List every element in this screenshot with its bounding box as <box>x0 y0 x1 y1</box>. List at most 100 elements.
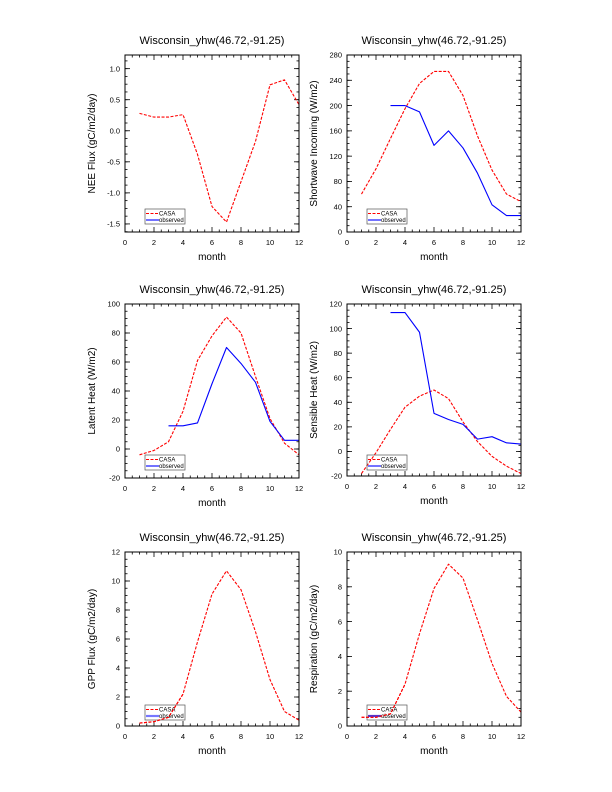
legend-box <box>366 208 408 225</box>
x-tick-label: 0 <box>345 732 349 741</box>
plot-frame <box>346 303 522 477</box>
x-tick-label: 2 <box>152 732 156 741</box>
y-tick-label: 8 <box>338 583 342 592</box>
plot-frame <box>346 551 522 727</box>
legend-label: observed <box>159 218 184 224</box>
y-tick-label: -20 <box>109 474 120 483</box>
y-tick-label: 12 <box>112 548 120 557</box>
y-tick-label: 2 <box>338 687 342 696</box>
x-tick-label: 6 <box>432 732 436 741</box>
y-tick-label: 0 <box>338 228 342 237</box>
y-tick-label: 40 <box>334 398 342 407</box>
y-tick-label: 8 <box>116 606 120 615</box>
x-tick-label: 2 <box>374 238 378 247</box>
y-tick-label: 60 <box>334 373 342 382</box>
y-tick-label: 6 <box>338 617 342 626</box>
x-tick-label: 2 <box>374 732 378 741</box>
legend-box <box>144 704 186 721</box>
x-tick-label: 8 <box>239 484 243 493</box>
y-tick-label: 6 <box>116 635 120 644</box>
x-tick-label: 2 <box>152 238 156 247</box>
x-tick-label: 2 <box>152 484 156 493</box>
x-axis-label: month <box>198 252 226 263</box>
y-tick-label: 0.5 <box>110 95 120 104</box>
chart-title: Wisconsin_yhw(46.72,-91.25) <box>362 532 507 544</box>
chart-title: Wisconsin_yhw(46.72,-91.25) <box>140 532 285 544</box>
x-tick-label: 8 <box>239 238 243 247</box>
data-layer <box>361 70 521 217</box>
plot-frame <box>346 54 522 233</box>
y-tick-label: 10 <box>334 548 342 557</box>
x-axis-label: month <box>420 496 448 507</box>
x-tick-label: 6 <box>210 484 214 493</box>
panel-3: Wisconsin_yhw(46.72,-91.25)-200204060801… <box>87 284 303 509</box>
panel-5: Wisconsin_yhw(46.72,-91.25) 0 2 4 6 8 10 12 0 2 4 6… <box>87 532 303 757</box>
series-line-casa <box>361 389 521 475</box>
y-tick-label: 0 <box>338 447 342 456</box>
x-tick-label: 6 <box>432 238 436 247</box>
series-line-casa <box>139 79 299 223</box>
y-tick-label: 40 <box>334 202 342 211</box>
y-tick-label: 280 <box>329 51 342 60</box>
legend-box <box>366 704 408 721</box>
chart-title: Wisconsin_yhw(46.72,-91.25) <box>362 35 507 47</box>
x-axis-label: month <box>198 498 226 509</box>
y-axis-label: GPP Flux (gC/m2/day) <box>87 589 98 689</box>
legend-box <box>144 454 186 471</box>
legend-label: CASA <box>159 458 175 464</box>
x-tick-label: 0 <box>345 238 349 247</box>
y-axis-label: Sensible Heat (W/m2) <box>309 341 320 439</box>
y-tick-label: 60 <box>112 358 120 367</box>
legend-label: CASA <box>159 212 175 218</box>
legend-label: CASA <box>381 708 397 714</box>
y-tick-label: 0 <box>338 722 342 731</box>
data-layer <box>139 570 299 724</box>
y-tick-label: -0.5 <box>107 158 120 167</box>
x-tick-label: 4 <box>403 732 407 741</box>
x-tick-label: 0 <box>345 482 349 491</box>
y-axis-label: NEE Flux (gC/m2/day) <box>87 93 98 193</box>
y-tick-label: 0.0 <box>110 126 120 135</box>
y-tick-label: 80 <box>112 329 120 338</box>
x-tick-label: 10 <box>266 484 274 493</box>
x-tick-label: 10 <box>488 238 496 247</box>
panel-4: Wisconsin_yhw(46.72,-91.25)-200204060801… <box>309 284 525 507</box>
y-tick-label: 80 <box>334 177 342 186</box>
legend-label: observed <box>381 464 406 470</box>
x-tick-label: 4 <box>403 238 407 247</box>
panel-2: Wisconsin_yhw(46.72,-91.25)0408012016020… <box>309 35 525 263</box>
series-line-casa <box>139 570 299 724</box>
x-tick-label: 12 <box>295 732 303 741</box>
series-line-casa <box>361 70 521 203</box>
y-tick-label: 40 <box>112 387 120 396</box>
y-tick-label: 4 <box>116 664 120 673</box>
panel-6: Wisconsin_yhw(46.72,-91.25) 0 2 4 6 8 10 0 2 4 6 8 1… <box>309 532 525 757</box>
x-tick-label: 4 <box>181 484 185 493</box>
x-tick-label: 12 <box>295 484 303 493</box>
x-tick-label: 12 <box>517 732 525 741</box>
y-tick-label: 0 <box>116 445 120 454</box>
x-tick-label: 10 <box>266 732 274 741</box>
series-line-observed <box>390 312 521 445</box>
y-tick-label: 20 <box>112 416 120 425</box>
series-line-casa-overlay <box>139 693 184 724</box>
legend-label: observed <box>159 464 184 470</box>
legend-label: CASA <box>381 458 397 464</box>
y-tick-label: -20 <box>331 472 342 481</box>
y-tick-label: 160 <box>329 127 342 136</box>
y-tick-label: 80 <box>334 349 342 358</box>
x-tick-label: 0 <box>123 484 127 493</box>
y-tick-label: 1.0 <box>110 64 120 73</box>
x-tick-label: 12 <box>295 238 303 247</box>
y-axis-label: Shortwave Incoming (W/m2) <box>309 80 320 206</box>
series-line-casa-overlay <box>361 683 406 718</box>
x-tick-label: 4 <box>181 732 185 741</box>
chart-title: Wisconsin_yhw(46.72,-91.25) <box>140 284 285 296</box>
y-tick-label: 0 <box>116 722 120 731</box>
x-tick-label: 10 <box>266 238 274 247</box>
